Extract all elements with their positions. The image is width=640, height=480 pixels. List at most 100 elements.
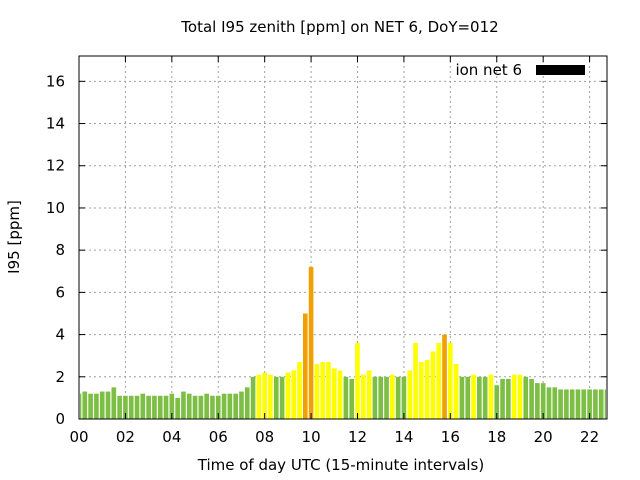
y-tick-label: 4 [55, 326, 65, 344]
bar [273, 376, 279, 419]
bar [198, 395, 204, 419]
bar [146, 395, 151, 419]
y-tick-label: 16 [46, 72, 65, 90]
bar [291, 370, 297, 419]
bar [134, 395, 140, 419]
y-tick-label: 2 [55, 368, 65, 386]
y-tick-label: 10 [46, 199, 65, 217]
bar [384, 376, 389, 419]
bar [523, 376, 529, 419]
bar [262, 372, 267, 419]
bar [157, 395, 163, 419]
bar [80, 393, 82, 419]
bar [268, 374, 273, 419]
bar [598, 389, 604, 419]
bar [111, 387, 117, 419]
bar [517, 374, 523, 419]
bar [186, 393, 192, 419]
bar [581, 389, 587, 419]
bar [360, 374, 366, 419]
bar [88, 393, 93, 419]
bar [430, 351, 436, 419]
x-tick-label: 06 [209, 428, 228, 446]
bar [453, 364, 459, 419]
x-tick-label: 14 [394, 428, 413, 446]
bar [331, 368, 337, 419]
bar [442, 334, 447, 419]
bar [256, 374, 262, 419]
bar [343, 376, 349, 419]
bar [175, 397, 180, 419]
bar-series [80, 267, 606, 419]
bar [482, 376, 488, 419]
bar [593, 389, 598, 419]
bar [459, 376, 465, 419]
y-tick-label: 8 [55, 241, 65, 259]
bar [314, 364, 320, 419]
bar [366, 370, 372, 419]
bar [389, 374, 395, 419]
bar [552, 387, 558, 419]
bar [587, 389, 592, 419]
x-tick-label: 10 [302, 428, 321, 446]
bar [564, 389, 569, 419]
bar [285, 372, 291, 419]
bar [506, 378, 511, 419]
bar [500, 378, 505, 419]
bar [320, 362, 326, 419]
x-tick-label: 02 [116, 428, 135, 446]
x-tick-label: 00 [69, 428, 88, 446]
bar [210, 395, 215, 419]
bar [575, 389, 581, 419]
x-tick-label: 18 [487, 428, 506, 446]
bar [326, 362, 331, 419]
legend-label: ion net 6 [455, 61, 522, 79]
bar [349, 378, 355, 419]
bar [302, 313, 308, 419]
bar [465, 376, 471, 419]
x-tick-label: 08 [255, 428, 274, 446]
bar [477, 376, 482, 419]
x-tick-label: 22 [580, 428, 599, 446]
bar [540, 383, 546, 419]
x-tick-label: 20 [534, 428, 553, 446]
x-tick-label: 04 [162, 428, 181, 446]
bar [372, 376, 378, 419]
bar [401, 376, 407, 419]
bar [558, 389, 563, 419]
bar [419, 362, 424, 419]
bar [407, 370, 413, 419]
bar [424, 359, 430, 419]
y-tick-label: 0 [55, 410, 65, 428]
bar [128, 395, 134, 419]
plot-frame [78, 55, 608, 420]
bar [471, 374, 476, 419]
bar [535, 383, 540, 419]
bar [239, 391, 244, 419]
bar [82, 391, 88, 419]
bar [117, 395, 122, 419]
bar [181, 391, 186, 419]
bar [204, 393, 209, 419]
x-axis-label: Time of day UTC (15-minute intervals) [197, 456, 484, 474]
bar [250, 376, 256, 419]
bar [355, 343, 360, 419]
bar [152, 395, 157, 419]
bar [227, 393, 233, 419]
bar [569, 389, 575, 419]
bar [413, 343, 418, 419]
bar [448, 343, 453, 419]
bar [488, 374, 494, 419]
y-tick-label: 12 [46, 157, 65, 175]
grid-lines [79, 56, 607, 419]
y-tick-label: 14 [46, 115, 65, 133]
bar [308, 267, 314, 419]
chart-title: Total I95 zenith [ppm] on NET 6, DoY=012 [180, 18, 498, 36]
bar [244, 387, 250, 419]
bar [337, 370, 343, 419]
bar [105, 391, 111, 419]
y-axis-label: I95 [ppm] [5, 200, 23, 274]
bar [494, 385, 500, 419]
bar [140, 393, 146, 419]
